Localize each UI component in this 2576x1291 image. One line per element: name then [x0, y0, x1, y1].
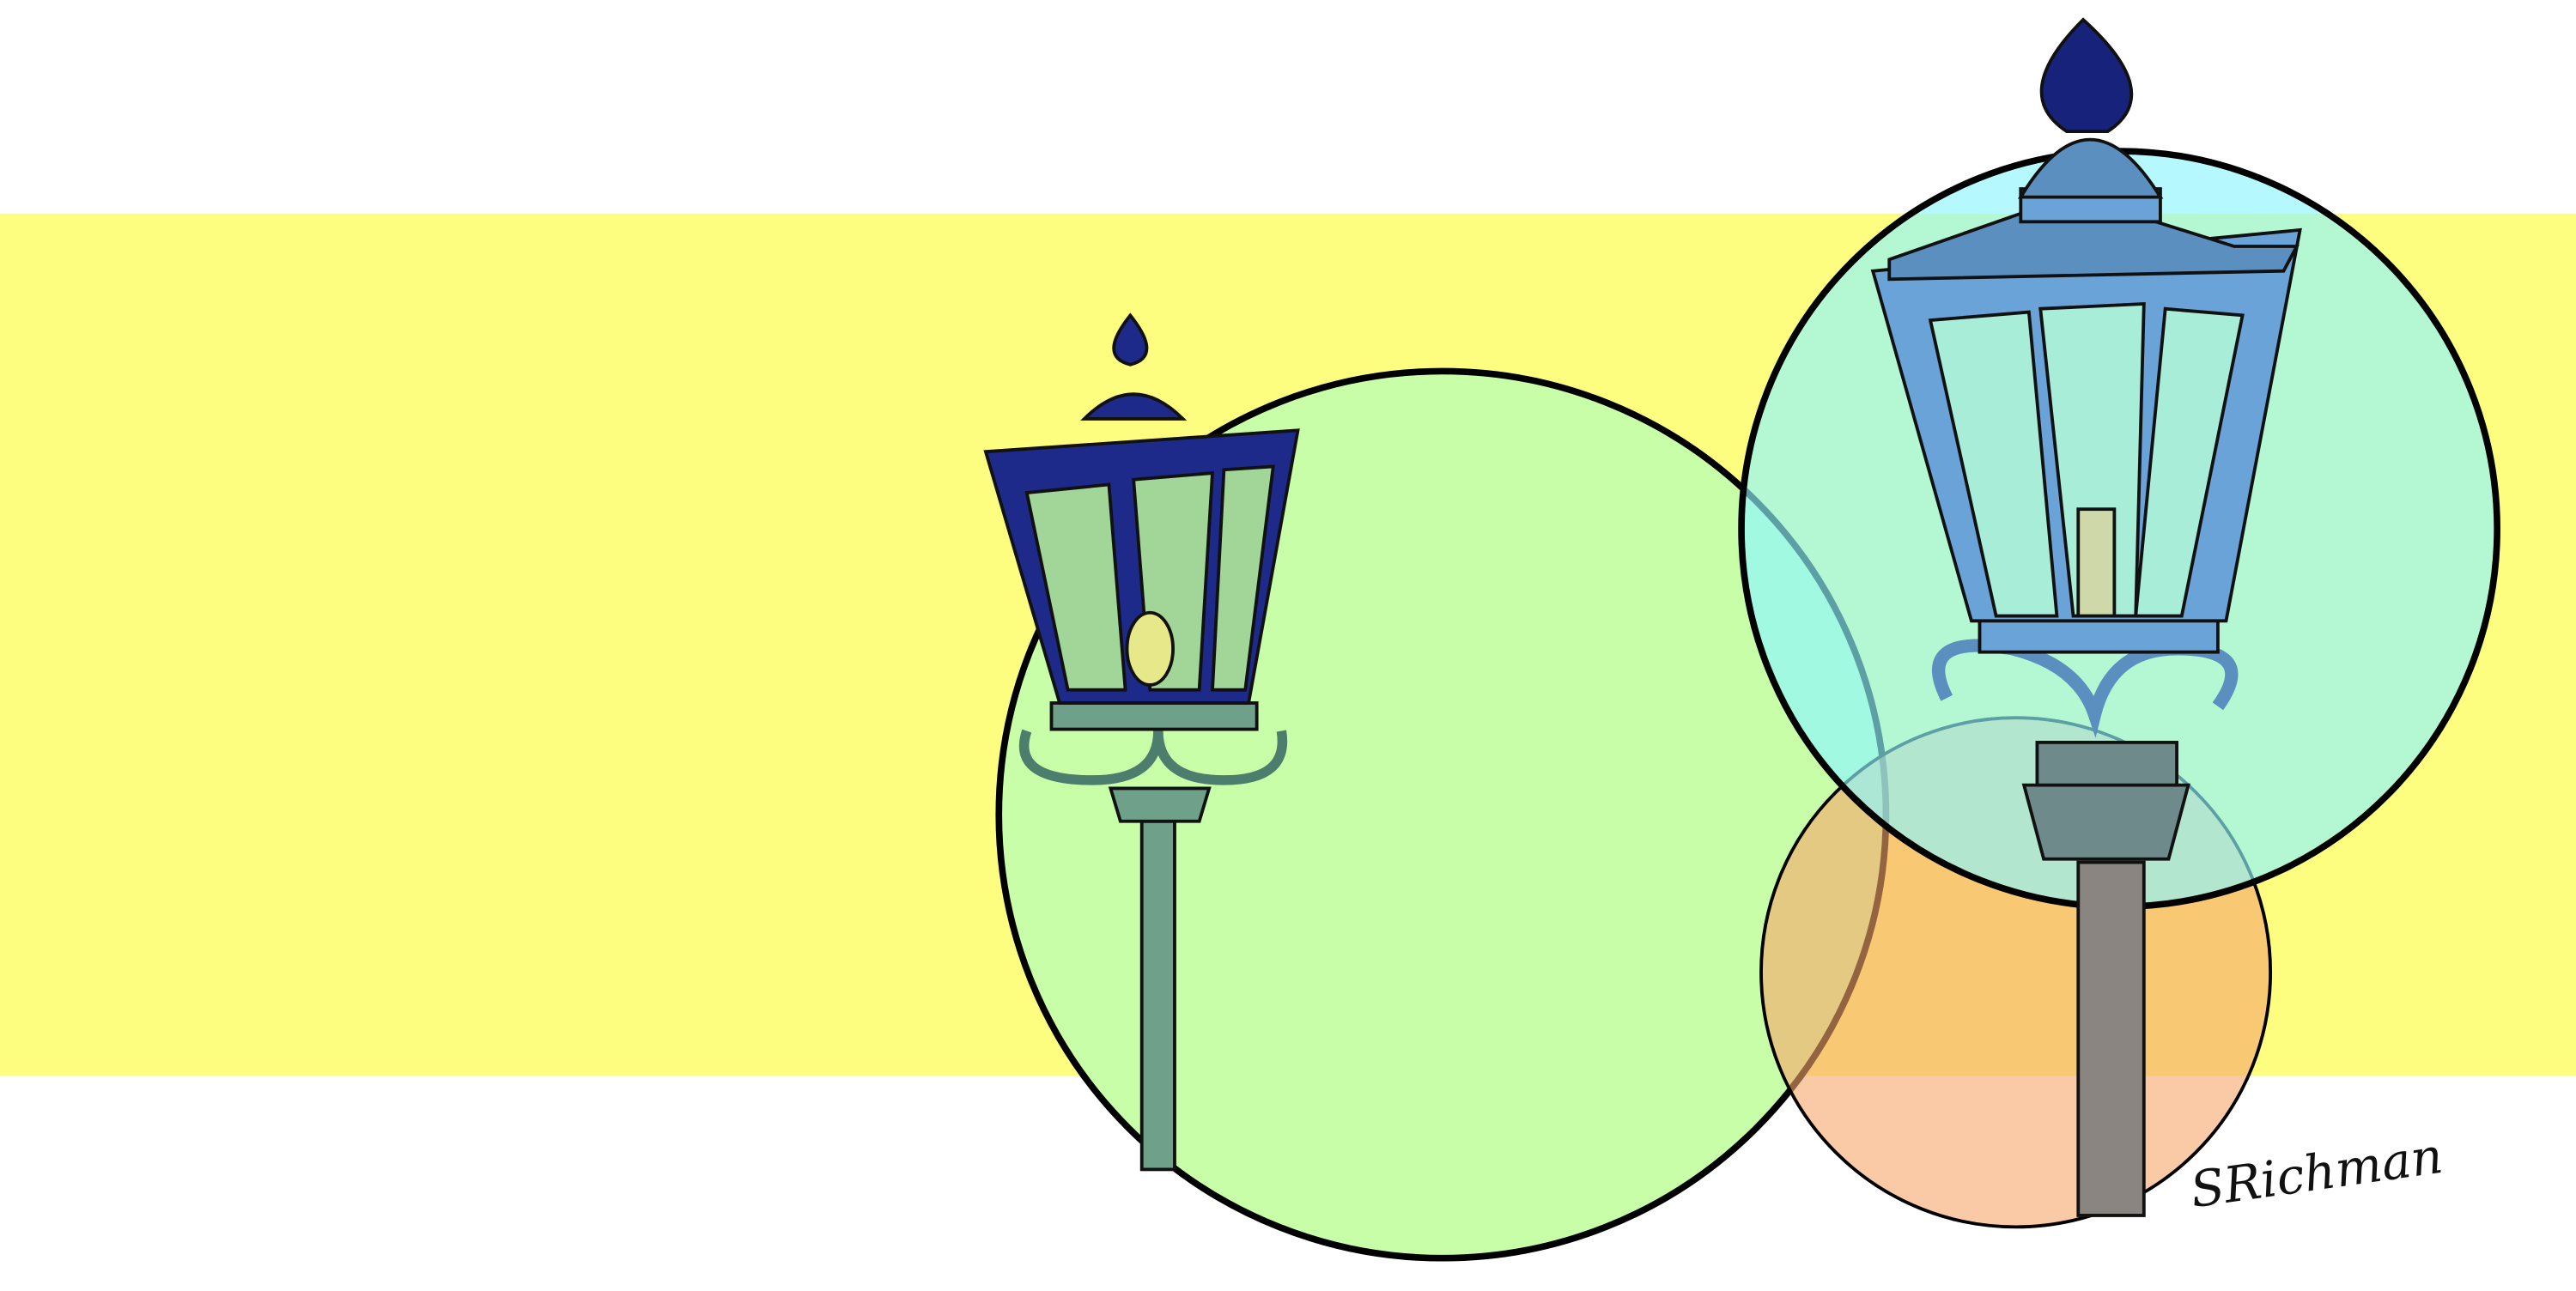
left-lamp	[983, 312, 1300, 1172]
right-lamp	[1870, 17, 2302, 1217]
